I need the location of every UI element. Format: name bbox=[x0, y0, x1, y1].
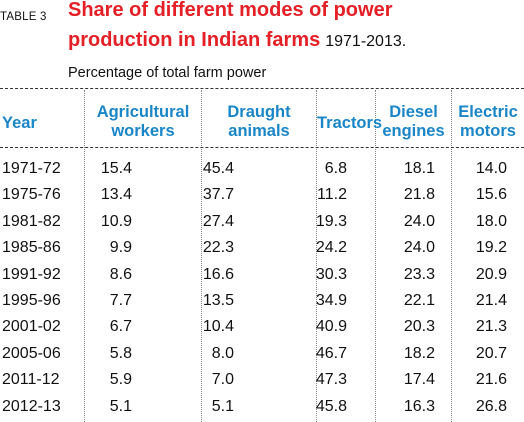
table-cell: 26.8 bbox=[475, 397, 507, 415]
table-cell: 14.0 bbox=[475, 160, 507, 177]
table-cell: 24.0 bbox=[403, 212, 435, 230]
table-cell: 2011-12 bbox=[2, 371, 60, 389]
table-cell: 22.1 bbox=[403, 292, 435, 309]
table-cell: 9.9 bbox=[109, 239, 132, 257]
table-subtitle: Percentage of total farm power bbox=[68, 65, 267, 81]
table-cell: 37.7 bbox=[202, 186, 234, 204]
table-cell: 23.3 bbox=[403, 265, 435, 283]
table-cell: 18.2 bbox=[403, 344, 435, 362]
table-row: 1981-82 10.9 27.4 19.3 24.0 18.0 bbox=[0, 210, 524, 234]
table-cell: 21.4 bbox=[475, 292, 507, 309]
header-line: animals bbox=[228, 122, 290, 140]
table-cell: 34.9 bbox=[315, 292, 347, 309]
title-line-2-text: production in Indian farms bbox=[68, 29, 321, 51]
table-cell: 30.3 bbox=[315, 265, 347, 283]
table-cell: 5.1 bbox=[211, 397, 234, 415]
table-row: 1985-86 9.9 22.3 24.2 24.0 19.2 bbox=[0, 236, 524, 260]
table-row: 1991-92 8.6 16.6 30.3 23.3 20.9 bbox=[0, 263, 524, 287]
table-cell: 15.6 bbox=[475, 186, 507, 204]
table-row: 1971-72 15.4 45.4 6.8 18.1 14.0 bbox=[0, 157, 524, 181]
table-cell: 7.0 bbox=[211, 371, 234, 389]
column-divider bbox=[451, 90, 452, 422]
table-row: 2001-02 6.7 10.4 40.9 20.3 21.3 bbox=[0, 315, 524, 339]
table-cell: 22.3 bbox=[202, 239, 234, 257]
table-cell: 18.1 bbox=[403, 160, 435, 177]
table-cell: 6.8 bbox=[324, 160, 347, 177]
table-cell: 1995-96 bbox=[2, 292, 61, 309]
header-diesel-engines: Diesel engines bbox=[376, 103, 451, 141]
table-row: 2012-13 5.1 5.1 45.8 16.3 26.8 bbox=[0, 395, 524, 419]
table-cell: 5.1 bbox=[109, 397, 132, 415]
header-line: Agricultural bbox=[96, 103, 190, 121]
column-divider bbox=[375, 90, 376, 422]
table-cell: 18.0 bbox=[475, 212, 507, 230]
table-cell: 24.2 bbox=[315, 239, 347, 257]
title-line-2: production in Indian farms 1971-2013. bbox=[68, 29, 406, 53]
table-cell: 19.3 bbox=[315, 212, 347, 230]
table-cell: 17.4 bbox=[403, 371, 435, 389]
table-cell: 2001-02 bbox=[2, 318, 61, 336]
header-divider bbox=[0, 147, 524, 148]
header-line: Electric bbox=[458, 103, 518, 121]
header-line: Draught bbox=[227, 103, 291, 121]
table-cell: 1981-82 bbox=[2, 212, 61, 230]
header-line: motors bbox=[460, 122, 516, 140]
table-cell: 5.8 bbox=[109, 344, 132, 362]
table-cell: 1985-86 bbox=[2, 239, 61, 257]
column-divider bbox=[84, 90, 85, 422]
table-cell: 20.9 bbox=[475, 265, 507, 283]
table-cell: 20.3 bbox=[403, 318, 435, 336]
table-cell: 45.8 bbox=[315, 397, 347, 415]
header-line: engines bbox=[382, 122, 445, 140]
top-divider bbox=[0, 88, 524, 89]
title-line-1: Share of different modes of power bbox=[68, 0, 393, 21]
header-line: Diesel bbox=[389, 103, 438, 121]
table-cell: 2005-06 bbox=[2, 344, 61, 362]
table-cell: 10.4 bbox=[202, 318, 234, 336]
column-divider bbox=[201, 90, 202, 422]
table-cell: 24.0 bbox=[403, 239, 435, 257]
header-tractors: Tractors bbox=[317, 114, 383, 132]
table-cell: 11.2 bbox=[317, 186, 347, 204]
header-electric-motors: Electric motors bbox=[452, 103, 524, 141]
table-cell: 47.3 bbox=[315, 371, 347, 389]
table-cell: 15.4 bbox=[100, 160, 132, 177]
table-cell: 1971-72 bbox=[2, 160, 61, 177]
table-row: 1995-96 7.7 13.5 34.9 22.1 21.4 bbox=[0, 289, 524, 313]
table-row: 2011-12 5.9 7.0 47.3 17.4 21.6 bbox=[0, 368, 524, 392]
table-cell: 1975-76 bbox=[2, 186, 61, 204]
header-draught-animals: Draught animals bbox=[203, 103, 315, 141]
table-cell: 13.5 bbox=[202, 292, 234, 309]
table-row: 2005-06 5.8 8.0 46.7 18.2 20.7 bbox=[0, 342, 524, 366]
table-cell: 8.6 bbox=[109, 265, 132, 283]
title-years: 1971-2013. bbox=[325, 33, 407, 50]
column-divider bbox=[316, 90, 317, 422]
table-cell: 21.6 bbox=[475, 371, 507, 389]
table-cell: 16.3 bbox=[403, 397, 435, 415]
table-cell: 45.4 bbox=[202, 160, 234, 177]
table-row: 1975-76 13.4 37.7 11.2 21.8 15.6 bbox=[0, 183, 524, 207]
table-cell: 13.4 bbox=[100, 186, 132, 204]
table-cell: 20.7 bbox=[475, 344, 507, 362]
table-cell: 27.4 bbox=[202, 212, 234, 230]
table-cell: 16.6 bbox=[202, 265, 234, 283]
table-cell: 46.7 bbox=[315, 344, 347, 362]
table-cell: 2012-13 bbox=[2, 397, 61, 415]
table-cell: 5.9 bbox=[109, 371, 132, 389]
table-cell: 40.9 bbox=[315, 318, 347, 336]
table-cell: 21.8 bbox=[403, 186, 435, 204]
table-cell: 8.0 bbox=[211, 344, 234, 362]
table-cell: 6.7 bbox=[109, 318, 132, 336]
table-cell: 7.7 bbox=[109, 292, 132, 309]
table-cell: 10.9 bbox=[100, 212, 132, 230]
table-label: TABLE 3 bbox=[0, 11, 47, 23]
table-cell: 1991-92 bbox=[2, 265, 61, 283]
header-line: workers bbox=[111, 122, 175, 140]
table-cell: 21.3 bbox=[475, 318, 507, 336]
header-year: Year bbox=[2, 114, 37, 132]
header-agricultural-workers: Agricultural workers bbox=[86, 103, 200, 141]
table-cell: 19.2 bbox=[475, 239, 507, 257]
